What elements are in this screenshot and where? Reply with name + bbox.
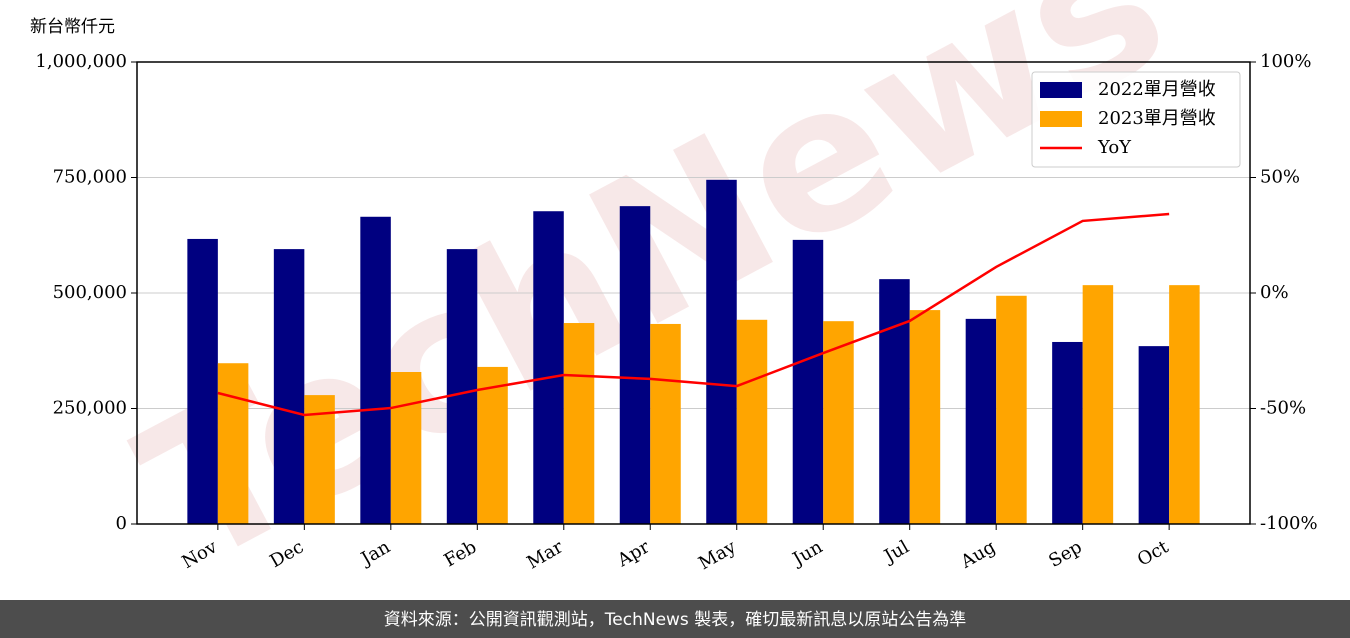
x-tick-label: Jul: [879, 536, 913, 568]
bar: [619, 206, 651, 525]
bar: [1082, 285, 1114, 524]
bar: [273, 249, 305, 525]
legend-swatch: [1040, 82, 1082, 98]
bar: [650, 323, 681, 524]
bar: [879, 279, 910, 524]
bar: [187, 238, 218, 525]
bar: [1138, 346, 1170, 524]
bar: [533, 211, 564, 524]
legend-box: [1031, 71, 1241, 168]
bar: [792, 239, 824, 524]
y-tick-label: 1,000,000: [35, 51, 127, 72]
bar: [563, 323, 595, 524]
y2-tick-label: 50%: [1260, 167, 1300, 188]
legend-label: 2023單月營收: [1098, 108, 1216, 129]
bar: [909, 310, 941, 524]
x-tick-label: Apr: [613, 536, 653, 571]
bar: [706, 179, 737, 524]
bar: [446, 249, 478, 525]
bar: [736, 319, 768, 524]
x-tick-label: Jun: [788, 536, 827, 571]
bar: [390, 372, 422, 524]
legend-label: 2022單月營收: [1098, 79, 1216, 100]
bar: [996, 295, 1027, 524]
x-tick-label: Aug: [957, 536, 1000, 573]
footer-text: 資料來源：公開資訊觀測站，TechNews 製表，確切最新訊息以原站公告為準: [384, 610, 966, 630]
bar: [304, 395, 335, 524]
x-tick-label: Mar: [524, 536, 568, 573]
bar: [360, 216, 391, 524]
legend-swatch: [1040, 111, 1082, 127]
y-tick-label: 250,000: [53, 398, 127, 419]
y2-tick-label: 100%: [1260, 51, 1311, 72]
y-tick-label: 500,000: [53, 282, 127, 303]
y-tick-label: 0: [116, 513, 127, 534]
x-tick-label: May: [695, 536, 740, 574]
y2-tick-label: -100%: [1260, 513, 1318, 534]
bar: [217, 363, 249, 524]
x-tick-label: Jan: [356, 536, 394, 570]
x-tick-label: Feb: [441, 536, 481, 571]
x-tick-label: Oct: [1134, 536, 1173, 571]
y2-tick-label: 0%: [1260, 282, 1289, 303]
y-axis-label: 新台幣仟元: [30, 17, 115, 37]
bar: [823, 321, 854, 524]
legend-label: YoY: [1097, 137, 1132, 158]
bar: [965, 318, 997, 524]
plot-frame: [136, 61, 1251, 525]
x-tick-label: Sep: [1045, 536, 1085, 571]
y2-tick-label: -50%: [1260, 398, 1306, 419]
footer-bar: [0, 600, 1350, 638]
y-tick-label: 750,000: [53, 167, 127, 188]
bar: [1169, 285, 1200, 524]
bar: [1052, 341, 1083, 524]
line: [217, 212, 1170, 417]
bar: [477, 366, 508, 524]
